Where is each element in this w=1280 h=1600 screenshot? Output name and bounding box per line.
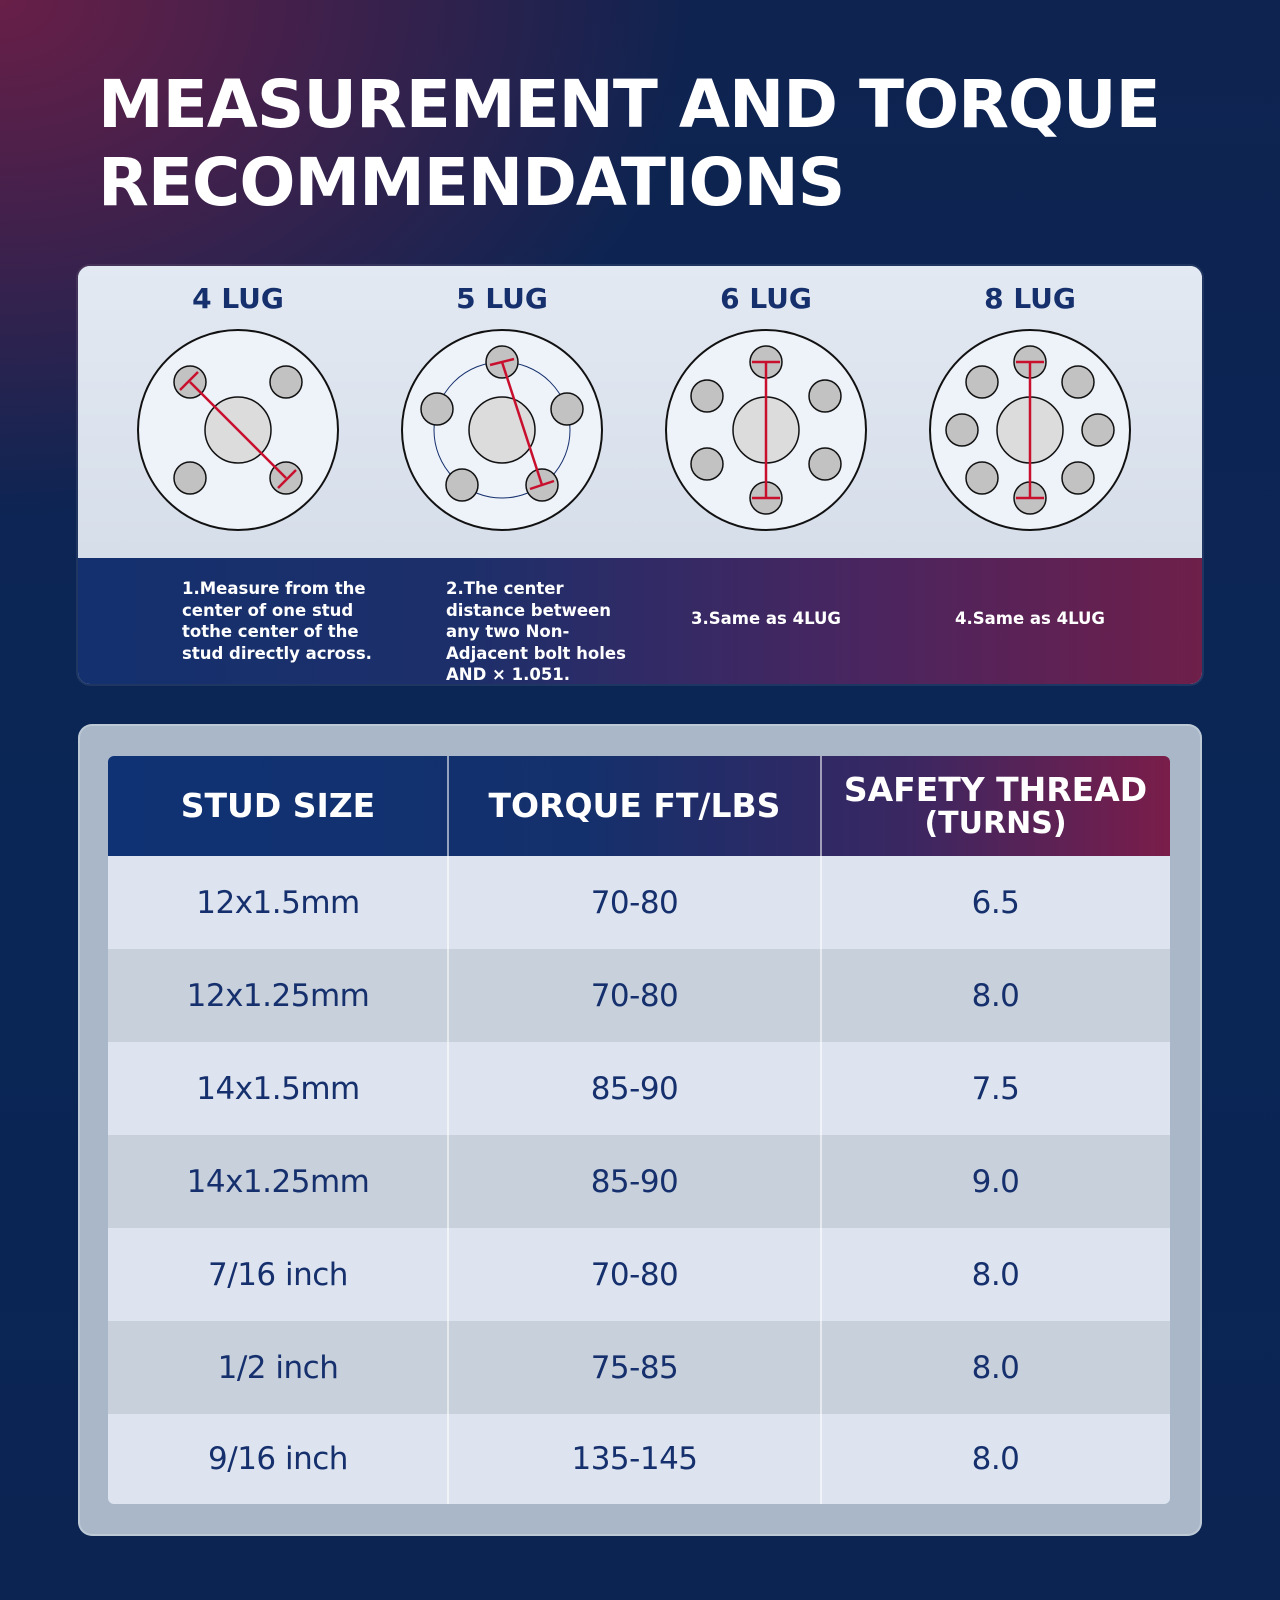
cell-torque: 85-90 xyxy=(590,1163,679,1200)
cell-torque: 75-85 xyxy=(590,1349,679,1386)
header-safety-thread: SAFETY THREAD (TURNS) xyxy=(821,756,1170,856)
cell-stud-size: 14x1.5mm xyxy=(196,1070,360,1107)
lug-title-8: 8 LUG xyxy=(984,282,1076,315)
torque-table-panel: STUD SIZE TORQUE FT/LBS SAFETY THREAD (T… xyxy=(78,724,1202,1536)
lug-column-4: 4 LUG 1.Measure from the center of one s… xyxy=(106,266,372,684)
page-title-line-2: RECOMMENDATIONS xyxy=(98,144,845,221)
lug-note-5: 2.The center distance between any two No… xyxy=(446,579,626,684)
lug-column-6: 6 LUG 3.Same as 4LUG xyxy=(634,266,898,684)
header-torque: TORQUE FT/LBS xyxy=(488,786,781,825)
page-title: MEASUREMENT AND TORQUE RECOMMENDATIONS xyxy=(98,66,1218,222)
eight-lug-hub-diagram xyxy=(929,329,1131,531)
cell-torque: 70-80 xyxy=(590,977,679,1014)
lug-column-5: 5 LUG 2.The center distance between any … xyxy=(370,266,634,684)
table-row: 12x1.5mm 70-80 6.5 xyxy=(108,856,1170,949)
cell-turns: 8.0 xyxy=(971,1441,1020,1477)
cell-stud-size: 7/16 inch xyxy=(208,1256,348,1293)
cell-torque: 135-145 xyxy=(571,1441,698,1477)
cell-stud-size: 9/16 inch xyxy=(208,1441,348,1477)
header-safety-thread-line-1: SAFETY THREAD xyxy=(843,770,1148,809)
cell-turns: 8.0 xyxy=(971,1256,1020,1293)
cell-torque: 70-80 xyxy=(590,884,679,921)
page-title-line-1: MEASUREMENT AND TORQUE xyxy=(98,66,1161,143)
header-stud-size: STUD SIZE xyxy=(180,786,376,825)
lug-note-8: 4.Same as 4LUG xyxy=(955,609,1105,628)
lug-note-4: 1.Measure from the center of one stud to… xyxy=(182,579,372,663)
column-divider xyxy=(447,756,449,1504)
lug-note-6: 3.Same as 4LUG xyxy=(691,609,841,628)
cell-turns: 6.5 xyxy=(971,884,1020,921)
cell-turns: 9.0 xyxy=(971,1163,1020,1200)
cell-torque: 70-80 xyxy=(590,1256,679,1293)
four-lug-hub-diagram xyxy=(137,329,339,531)
lug-title-4: 4 LUG xyxy=(192,282,284,315)
cell-torque: 85-90 xyxy=(590,1070,679,1107)
table-row: 7/16 inch 70-80 8.0 xyxy=(108,1228,1170,1321)
cell-stud-size: 12x1.25mm xyxy=(186,977,370,1014)
five-lug-hub-diagram xyxy=(401,329,603,531)
table-row: 1/2 inch 75-85 8.0 xyxy=(108,1321,1170,1414)
cell-turns: 7.5 xyxy=(971,1070,1020,1107)
column-divider xyxy=(820,756,822,1504)
cell-stud-size: 12x1.5mm xyxy=(196,884,360,921)
cell-turns: 8.0 xyxy=(971,977,1020,1014)
table-row: 14x1.5mm 85-90 7.5 xyxy=(108,1042,1170,1135)
table-row: 9/16 inch 135-145 8.0 xyxy=(108,1414,1170,1504)
six-lug-hub-diagram xyxy=(665,329,867,531)
table-row: 12x1.25mm 70-80 8.0 xyxy=(108,949,1170,1042)
lug-notes-band xyxy=(78,558,1202,684)
table-row: 14x1.25mm 85-90 9.0 xyxy=(108,1135,1170,1228)
torque-table: STUD SIZE TORQUE FT/LBS SAFETY THREAD (T… xyxy=(108,756,1170,1504)
lug-pattern-panel: 4 LUG 1.Measure from the center of one s… xyxy=(78,266,1202,684)
lug-title-5: 5 LUG xyxy=(456,282,548,315)
table-header: STUD SIZE TORQUE FT/LBS SAFETY THREAD (T… xyxy=(108,756,1170,856)
header-safety-thread-line-2: (TURNS) xyxy=(924,806,1067,841)
lug-title-6: 6 LUG xyxy=(720,282,812,315)
cell-stud-size: 14x1.25mm xyxy=(186,1163,370,1200)
cell-stud-size: 1/2 inch xyxy=(217,1349,339,1386)
cell-turns: 8.0 xyxy=(971,1349,1020,1386)
lug-column-8: 8 LUG 4.Same as 4LUG xyxy=(898,266,1162,684)
